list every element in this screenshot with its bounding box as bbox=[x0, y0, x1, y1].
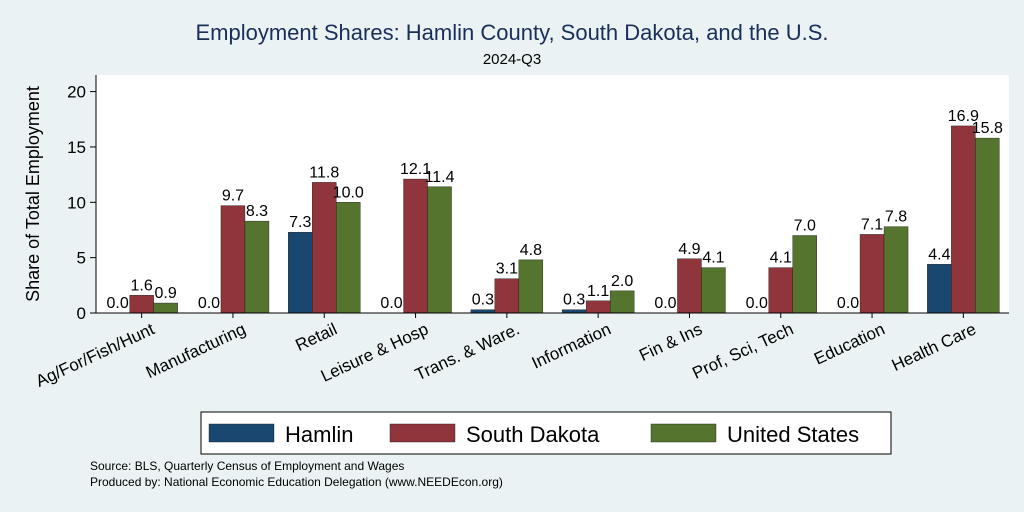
data-label: 8.3 bbox=[246, 203, 268, 220]
bar-united-states bbox=[153, 302, 178, 314]
bar-united-states bbox=[244, 220, 270, 314]
y-tick-label: 10 bbox=[67, 193, 86, 212]
x-tick-label: Prof, Sci, Tech bbox=[689, 319, 796, 382]
bar-south-dakota bbox=[494, 278, 520, 314]
x-tick-label: Trans. & Ware. bbox=[412, 319, 522, 384]
data-label: 0.0 bbox=[107, 295, 129, 312]
bar-south-dakota bbox=[585, 300, 611, 314]
data-label: 0.3 bbox=[472, 292, 494, 309]
y-axis-label: Share of Total Employment bbox=[23, 86, 43, 302]
bar-united-states bbox=[518, 259, 544, 314]
y-tick-label: 15 bbox=[67, 138, 86, 157]
chart-subtitle: 2024-Q3 bbox=[482, 51, 542, 68]
x-tick-label: Education bbox=[811, 319, 888, 368]
bar-united-states bbox=[609, 290, 635, 314]
data-label: 7.8 bbox=[885, 209, 907, 226]
data-label: 7.0 bbox=[794, 218, 816, 235]
data-label: 4.9 bbox=[678, 241, 700, 258]
data-label: 12.1 bbox=[400, 161, 431, 178]
data-label: 11.8 bbox=[309, 164, 339, 181]
x-tick-label: Fin & Ins bbox=[636, 319, 705, 365]
bar-united-states bbox=[883, 226, 909, 314]
bar-south-dakota bbox=[129, 295, 154, 314]
chart-title: Employment Shares: Hamlin County, South … bbox=[195, 20, 829, 45]
legend-swatch bbox=[389, 423, 456, 443]
data-label: 1.1 bbox=[587, 283, 609, 300]
y-tick-label: 0 bbox=[77, 304, 86, 323]
bar-south-dakota bbox=[859, 234, 885, 314]
data-label: 10.0 bbox=[333, 184, 364, 201]
bar-united-states bbox=[427, 186, 452, 314]
data-label: 3.1 bbox=[496, 261, 518, 278]
produced-by-note: Produced by: National Economic Education… bbox=[90, 475, 503, 489]
data-label: 16.9 bbox=[948, 108, 979, 125]
legend-label: South Dakota bbox=[466, 422, 600, 447]
data-label: 4.1 bbox=[702, 250, 724, 267]
data-label: 0.9 bbox=[155, 285, 177, 302]
data-label: 9.7 bbox=[222, 188, 244, 205]
data-label: 0.0 bbox=[746, 295, 768, 312]
bar-south-dakota bbox=[220, 205, 246, 314]
bar-south-dakota bbox=[312, 182, 337, 314]
bar-united-states bbox=[975, 137, 1000, 314]
x-tick-label: Retail bbox=[293, 319, 340, 355]
data-label: 4.4 bbox=[928, 246, 950, 263]
data-label: 11.4 bbox=[425, 169, 455, 186]
legend-label: Hamlin bbox=[285, 422, 353, 447]
data-label: 7.1 bbox=[861, 216, 883, 233]
bar-south-dakota bbox=[677, 258, 702, 314]
x-tick-label: Information bbox=[529, 319, 614, 372]
x-tick-label: Manufacturing bbox=[143, 319, 249, 382]
bar-south-dakota bbox=[768, 267, 793, 314]
data-label: 2.0 bbox=[611, 273, 633, 290]
y-tick-label: 20 bbox=[67, 83, 86, 102]
legend-label: United States bbox=[727, 422, 859, 447]
legend-box bbox=[200, 411, 892, 455]
legend-swatch bbox=[650, 423, 717, 443]
data-label: 0.0 bbox=[380, 295, 402, 312]
data-label: 1.6 bbox=[131, 277, 153, 294]
bar-hamlin bbox=[288, 231, 313, 314]
data-label: 0.0 bbox=[654, 295, 676, 312]
bar-united-states bbox=[792, 235, 817, 314]
data-label: 4.1 bbox=[770, 250, 792, 267]
data-label: 0.0 bbox=[198, 295, 220, 312]
bar-united-states bbox=[701, 267, 726, 314]
data-label: 0.0 bbox=[837, 295, 859, 312]
bar-hamlin bbox=[927, 264, 952, 314]
source-note: Source: BLS, Quarterly Census of Employm… bbox=[90, 459, 405, 473]
bar-south-dakota bbox=[951, 125, 976, 314]
data-label: 15.8 bbox=[972, 120, 1003, 137]
data-label: 7.3 bbox=[289, 214, 311, 231]
data-label: 0.3 bbox=[563, 292, 585, 309]
bar-south-dakota bbox=[403, 178, 428, 314]
data-label: 4.8 bbox=[520, 242, 542, 259]
bar-united-states bbox=[336, 202, 361, 314]
x-tick-label: Health Care bbox=[889, 319, 979, 375]
y-tick-label: 5 bbox=[77, 249, 86, 268]
legend-swatch bbox=[208, 423, 275, 443]
x-tick-label: Ag/For/Fish/Hunt bbox=[33, 319, 158, 391]
